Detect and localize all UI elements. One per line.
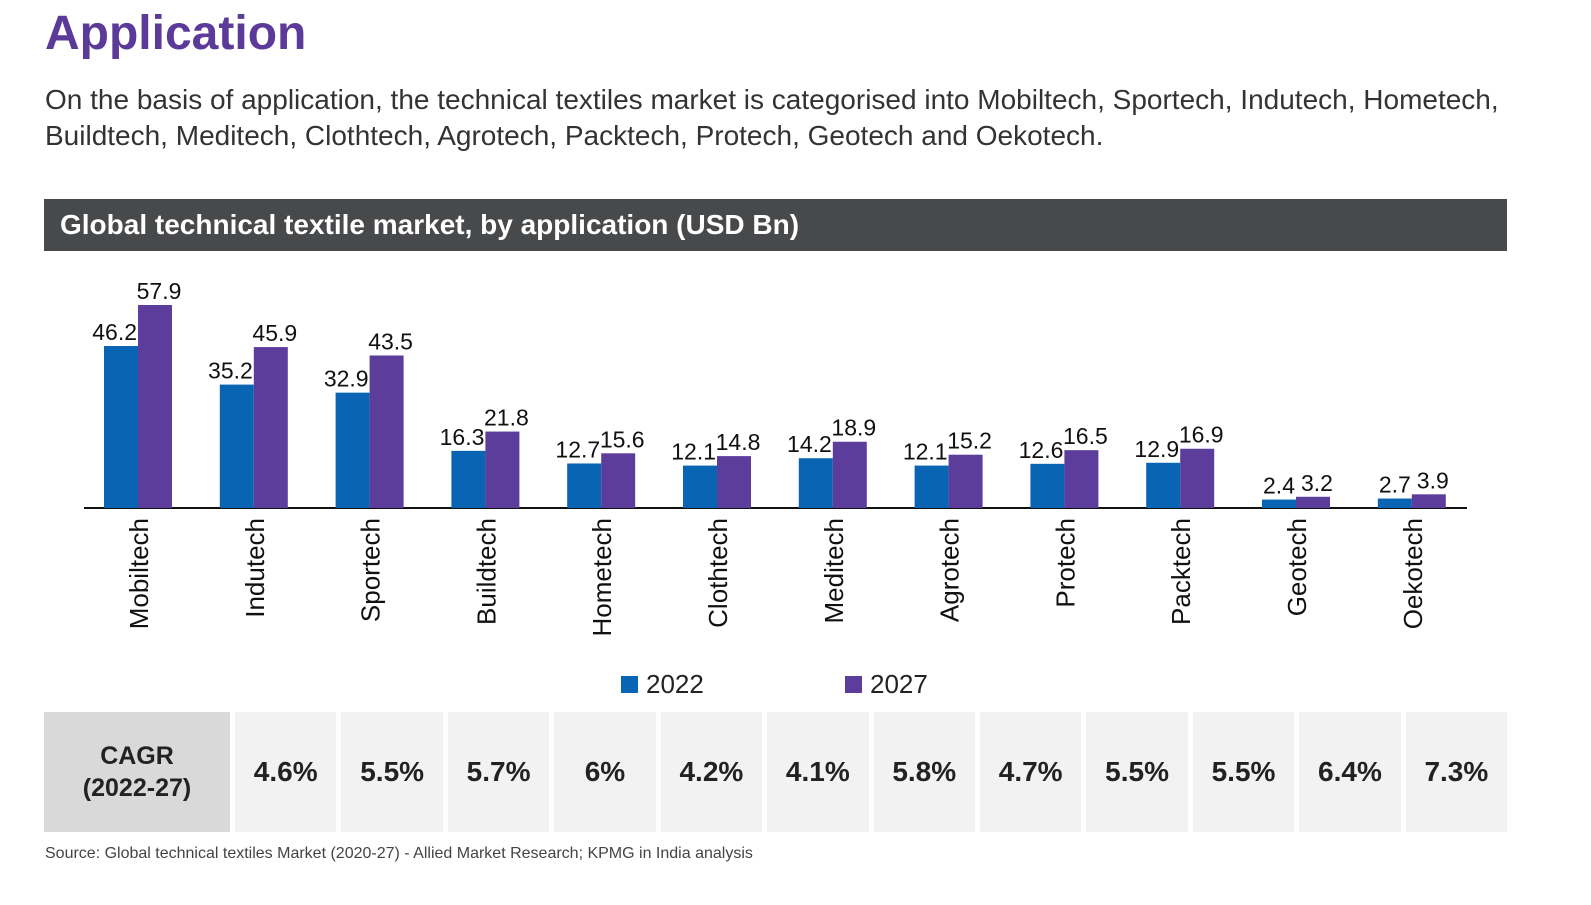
bar-2022	[1262, 499, 1296, 508]
data-label: 35.2	[208, 358, 253, 384]
category-label: Geotech	[1282, 518, 1312, 616]
data-label: 18.9	[831, 415, 876, 441]
bar-2022	[1146, 462, 1181, 508]
intro-paragraph: On the basis of application, the technic…	[45, 84, 1499, 151]
data-label: 46.2	[92, 319, 137, 345]
bar-2027	[832, 441, 867, 508]
bar-2027	[485, 431, 520, 508]
cagr-value: 5.8%	[873, 712, 975, 832]
bar-2027	[1411, 494, 1446, 508]
bar-2022	[335, 392, 370, 508]
cagr-value: 5.5%	[1192, 712, 1295, 832]
cagr-value: 5.5%	[341, 712, 443, 832]
data-label: 14.2	[787, 431, 832, 457]
category-label: Packtech	[1166, 518, 1196, 625]
category-label: Meditech	[819, 518, 849, 624]
data-label: 12.9	[1134, 436, 1179, 462]
data-label: 57.9	[137, 278, 182, 304]
bar-2027	[601, 453, 636, 508]
data-label: 15.6	[600, 426, 645, 452]
bar-2022	[219, 384, 254, 508]
category-label: Agrotech	[935, 518, 965, 622]
legend-swatch	[621, 676, 638, 693]
category-label: Mobiltech	[124, 518, 154, 629]
category-label: Indutech	[240, 518, 270, 618]
bar-2027	[717, 456, 751, 508]
chart-title: Global technical textile market, by appl…	[44, 199, 1507, 251]
data-label: 16.5	[1063, 423, 1108, 449]
data-label: 12.1	[671, 439, 716, 465]
data-label: 3.2	[1301, 470, 1333, 496]
data-label: 2.7	[1379, 472, 1411, 498]
bar-chart: 46.257.9 Mobiltech 35.2 45.9 Indutech 32.9 43.…	[84, 278, 1467, 699]
bar-2022	[451, 450, 486, 508]
data-label: 14.8	[716, 429, 761, 455]
data-label: 3.9	[1417, 467, 1449, 493]
cagr-table: CAGR (2022-27) 4.6% 5.5% 5.7% 6% 4.2% 4.…	[44, 712, 1508, 832]
cagr-value: 6.4%	[1299, 712, 1401, 832]
data-label: 32.9	[324, 366, 369, 392]
bar-2022	[104, 346, 138, 508]
cagr-value: 4.2%	[660, 712, 763, 832]
legend-label: 2022	[646, 669, 704, 699]
data-label: 16.3	[440, 424, 485, 450]
cagr-period: (2022-27)	[82, 774, 192, 802]
bar-2022	[798, 458, 833, 508]
cagr-value: 4.1%	[767, 712, 869, 832]
data-label: 45.9	[252, 320, 297, 346]
category-label: Hometech	[587, 518, 617, 637]
data-label: 2.4	[1263, 473, 1295, 499]
cagr-value: 6%	[554, 712, 656, 832]
data-label: 16.9	[1179, 422, 1224, 448]
data-label: 12.7	[555, 436, 600, 462]
data-label: 15.2	[947, 428, 992, 454]
bar-2027	[948, 454, 983, 508]
data-label: 21.8	[484, 405, 529, 431]
bar-2027	[1064, 450, 1099, 508]
category-label: Clothtech	[703, 518, 733, 628]
bar-2027	[1180, 448, 1215, 508]
cagr-value: 5.7%	[447, 712, 550, 832]
cagr-value: 5.5%	[1086, 712, 1188, 832]
bar-2027	[369, 355, 404, 508]
bar-2022	[683, 465, 717, 508]
source-note: Source: Global technical textiles Market…	[45, 845, 753, 862]
cagr-header: CAGR (2022-27)	[44, 712, 230, 832]
cagr-value: 4.7%	[979, 712, 1082, 832]
data-label: 12.1	[903, 439, 948, 465]
bar-2027	[138, 305, 172, 508]
page-heading: Application	[45, 7, 307, 60]
bar-2022	[1377, 498, 1412, 508]
cagr-value: 4.6%	[235, 712, 337, 832]
bar-2027	[253, 347, 288, 508]
category-label: Buildtech	[471, 518, 501, 625]
data-label: 12.6	[1019, 437, 1064, 463]
cagr-label: CAGR	[100, 742, 174, 770]
cagr-value: 7.3%	[1405, 712, 1508, 832]
legend-swatch	[845, 676, 862, 693]
category-label: Sportech	[356, 518, 386, 622]
bar-2022	[1030, 463, 1065, 508]
category-label: Protech	[1050, 518, 1080, 608]
category-label: Oekotech	[1398, 518, 1428, 629]
bar-2022	[567, 463, 602, 508]
bar-2027	[1296, 496, 1330, 508]
legend-label: 2027	[870, 669, 928, 699]
data-label: 43.5	[368, 328, 413, 354]
bar-2022	[914, 465, 949, 508]
